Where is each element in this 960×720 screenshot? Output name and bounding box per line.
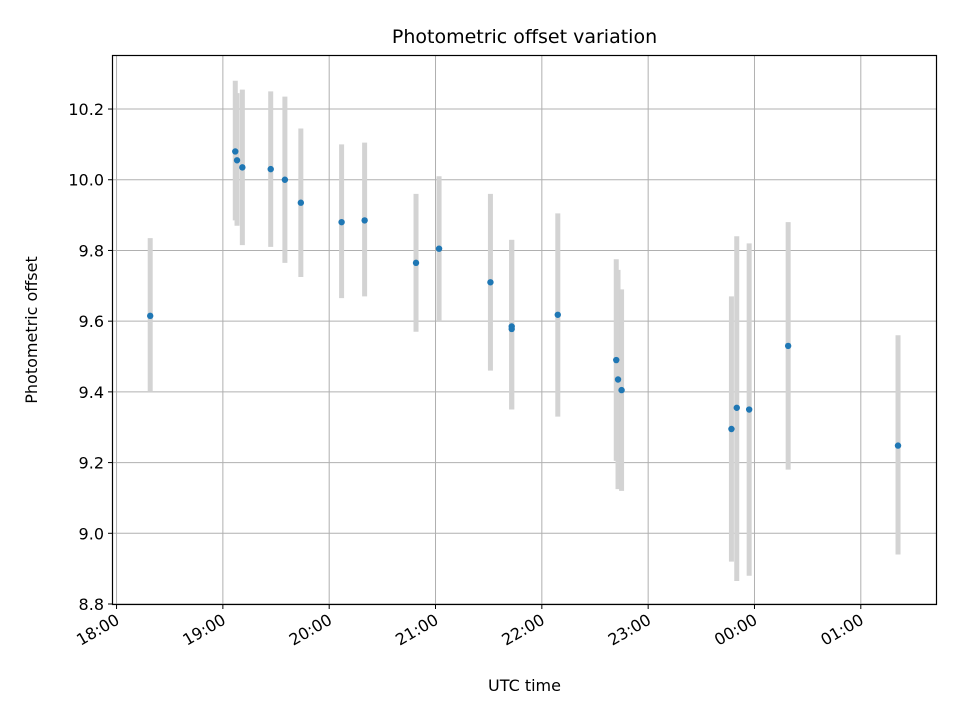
data-point [784, 342, 792, 350]
data-point [412, 259, 420, 267]
data-point [613, 356, 620, 364]
y-axis-title: Photometric offset [22, 256, 41, 404]
data-point [728, 425, 735, 433]
data-point [232, 148, 239, 155]
y-tick-label: 9.2 [79, 454, 104, 473]
data-point [554, 311, 561, 318]
data-point [147, 312, 154, 320]
data-point [361, 217, 368, 224]
plot-frame [111, 54, 938, 606]
y-tick-label: 10.0 [68, 171, 104, 190]
data-point [281, 176, 289, 183]
data-point [894, 442, 902, 449]
data-point [745, 406, 753, 413]
y-tick-label: 10.2 [68, 100, 104, 119]
data-point [338, 218, 345, 226]
x-axis-title: UTC time [488, 676, 561, 695]
data-point [733, 404, 740, 411]
chart-title: Photometric offset variation [392, 26, 657, 48]
data-point [239, 164, 246, 171]
y-tick-label: 9.0 [79, 524, 104, 543]
data-point [614, 376, 622, 383]
data-point [233, 157, 241, 164]
grid [113, 56, 937, 605]
data-point [297, 199, 305, 206]
y-tick-label: 9.6 [79, 312, 104, 331]
data-point [508, 325, 515, 333]
data-point [618, 386, 625, 394]
data-point [267, 165, 274, 173]
data-points [147, 148, 902, 449]
y-tick-label: 9.8 [79, 241, 104, 260]
y-tick-label: 9.4 [79, 383, 104, 402]
y-tick-label: 8.8 [79, 595, 104, 614]
data-point [487, 279, 494, 286]
y-axis: 8.8 9.0 9.2 9.4 9.6 9.8 10.0 10.2 [68, 100, 113, 614]
data-point [435, 245, 443, 252]
